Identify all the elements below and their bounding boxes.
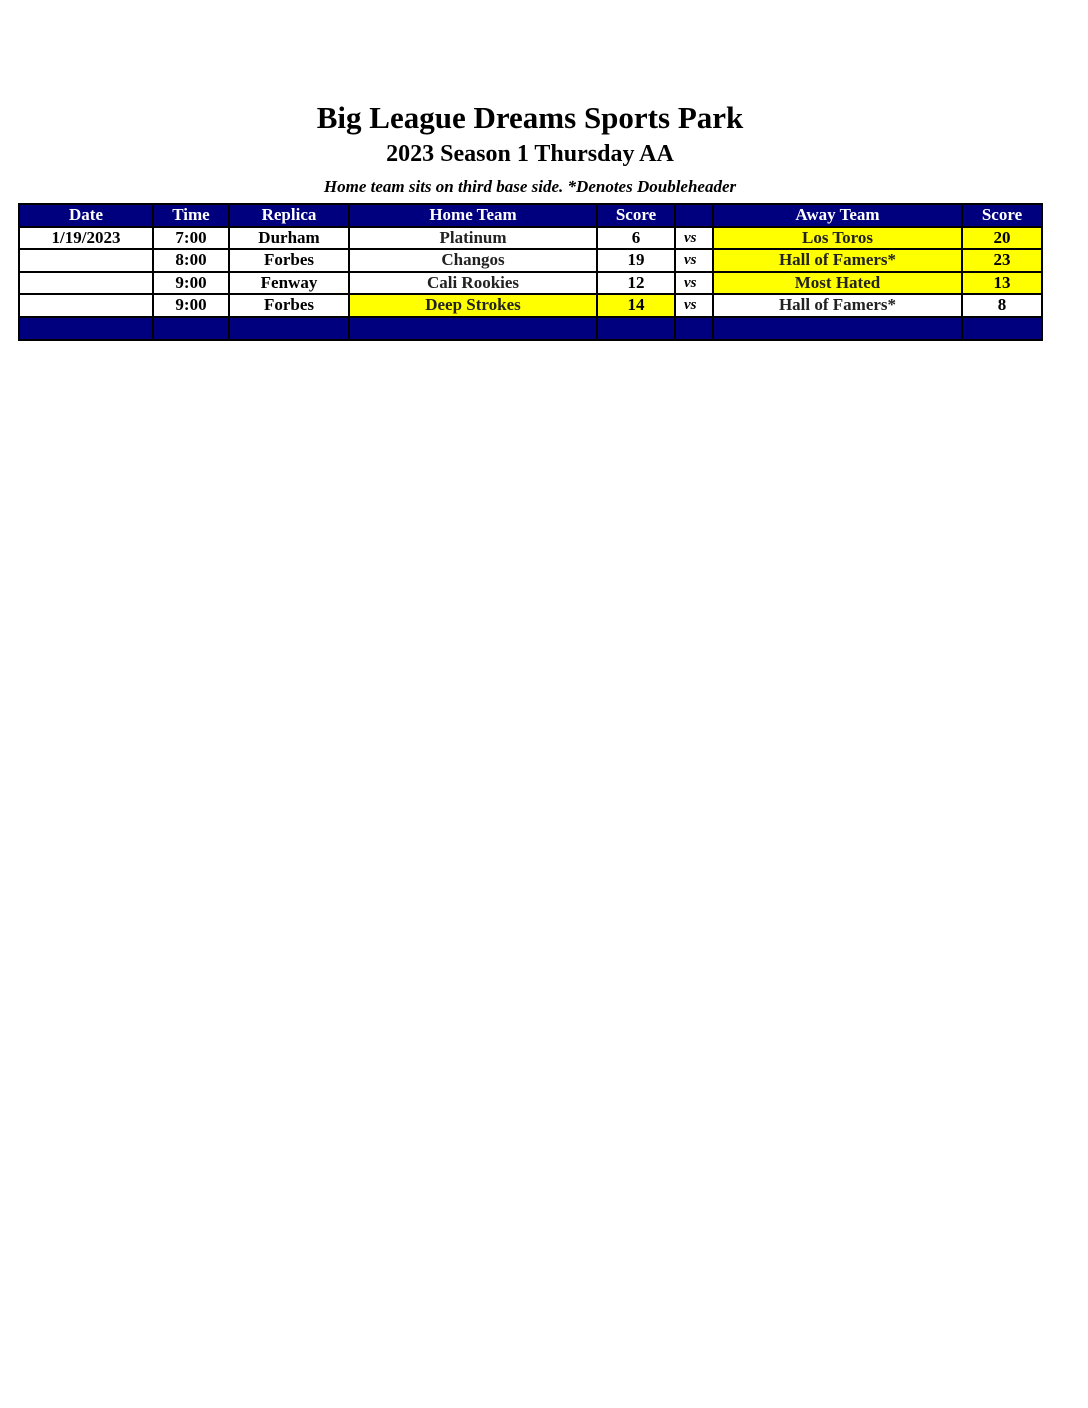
vs-label: vs bbox=[674, 293, 714, 318]
time-cell: 9:00 bbox=[152, 270, 230, 295]
table-header-row: Date Time Replica Home Team Score Away T… bbox=[18, 203, 1043, 228]
footer-cell bbox=[674, 315, 714, 341]
schedule-note: Home team sits on third base side. *Deno… bbox=[323, 177, 737, 196]
table-row: 9:00 Fenway Cali Rookies 12 vs Most Hated 13 bbox=[18, 270, 1043, 295]
home-score-cell: 14 bbox=[596, 293, 676, 318]
page-subtitle: 2023 Season 1 Thursday AA bbox=[386, 141, 674, 167]
page-title: Big League Dreams Sports Park bbox=[316, 100, 744, 135]
column-header-time: Time bbox=[152, 203, 230, 228]
date-cell bbox=[18, 293, 154, 318]
time-cell: 7:00 bbox=[152, 225, 230, 250]
home-score-cell: 6 bbox=[596, 225, 676, 250]
away-score-cell: 13 bbox=[961, 270, 1043, 295]
away-team-cell: Most Hated bbox=[712, 270, 963, 295]
vs-label: vs bbox=[674, 270, 714, 295]
table-row: 1/19/2023 7:00 Durham Platinum 6 vs Los Toros 2… bbox=[18, 225, 1043, 250]
replica-cell: Forbes bbox=[228, 293, 350, 318]
home-score-cell: 19 bbox=[596, 248, 676, 273]
away-team-cell: Hall of Famers* bbox=[712, 293, 963, 318]
column-header-date: Date bbox=[18, 203, 154, 228]
away-score-cell: 23 bbox=[961, 248, 1043, 273]
home-score-cell: 12 bbox=[596, 270, 676, 295]
column-header-away-team: Away Team bbox=[712, 203, 963, 228]
away-team-cell: Hall of Famers* bbox=[712, 248, 963, 273]
vs-label: vs bbox=[674, 248, 714, 273]
column-header-replica: Replica bbox=[228, 203, 350, 228]
home-team-cell: Changos bbox=[348, 248, 598, 273]
home-team-cell: Platinum bbox=[348, 225, 598, 250]
column-header-away-score: Score bbox=[961, 203, 1043, 228]
time-cell: 9:00 bbox=[152, 293, 230, 318]
footer-cell bbox=[18, 315, 154, 341]
column-header-vs bbox=[674, 203, 714, 228]
home-team-cell: Cali Rookies bbox=[348, 270, 598, 295]
replica-cell: Forbes bbox=[228, 248, 350, 273]
table-row: 8:00 Forbes Changos 19 vs Hall of Famers* 23 bbox=[18, 248, 1043, 273]
schedule-table: Date Time Replica Home Team Score Away T… bbox=[18, 203, 1043, 341]
date-cell: 1/19/2023 bbox=[18, 225, 154, 250]
footer-cell bbox=[712, 315, 963, 341]
date-cell bbox=[18, 270, 154, 295]
date-cell bbox=[18, 248, 154, 273]
table-footer-row bbox=[18, 315, 1043, 341]
away-score-cell: 20 bbox=[961, 225, 1043, 250]
home-team-cell: Deep Strokes bbox=[348, 293, 598, 318]
replica-cell: Fenway bbox=[228, 270, 350, 295]
replica-cell: Durham bbox=[228, 225, 350, 250]
footer-cell bbox=[348, 315, 598, 341]
column-header-home-score: Score bbox=[596, 203, 676, 228]
footer-cell bbox=[228, 315, 350, 341]
footer-cell bbox=[961, 315, 1043, 341]
time-cell: 8:00 bbox=[152, 248, 230, 273]
column-header-home-team: Home Team bbox=[348, 203, 598, 228]
vs-label: vs bbox=[674, 225, 714, 250]
table-row: 9:00 Forbes Deep Strokes 14 vs Hall of Famers… bbox=[18, 293, 1043, 318]
footer-cell bbox=[596, 315, 676, 341]
footer-cell bbox=[152, 315, 230, 341]
away-team-cell: Los Toros bbox=[712, 225, 963, 250]
away-score-cell: 8 bbox=[961, 293, 1043, 318]
